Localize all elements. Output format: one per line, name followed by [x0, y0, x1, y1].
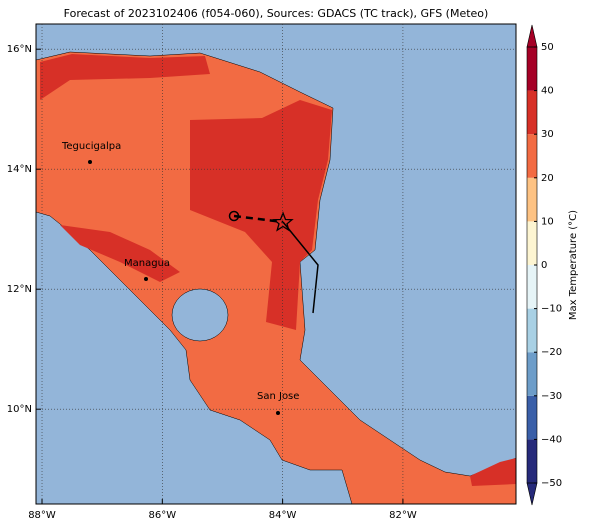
colorbar-band [527, 395, 537, 440]
colorbar-tick-label: −30 [541, 391, 562, 402]
colorbar-band [527, 439, 537, 483]
colorbar-tick-label: −50 [541, 478, 562, 489]
heat-area [40, 54, 210, 100]
city-dot [276, 411, 280, 415]
city-dot [144, 277, 148, 281]
city-dot [88, 160, 92, 164]
x-tick-label: 88°W [28, 510, 56, 521]
colorbar-extend [526, 24, 538, 48]
storm-position [272, 211, 294, 232]
colorbar-band [527, 134, 537, 178]
colorbar-tick-label: 20 [541, 173, 554, 184]
map: Tegucigalpa Managua San Jose [35, 24, 517, 505]
city-label: Tegucigalpa [61, 141, 121, 152]
colorbar-tick-label: 10 [541, 216, 554, 227]
colorbar-tick-label: 50 [541, 42, 554, 53]
title: Forecast of 2023102406 (f054-060), Sourc… [64, 7, 489, 20]
y-tick-label: 14°N [7, 164, 32, 175]
colorbar-tick-label: 30 [541, 129, 554, 140]
colorbar-band [527, 265, 537, 309]
colorbar-tick-label: −40 [541, 434, 562, 445]
colorbar-band [527, 47, 537, 91]
colorbar-band [527, 352, 537, 396]
track-past [282, 221, 319, 314]
x-tick-label: 84°W [269, 510, 297, 521]
heat-area [190, 100, 332, 330]
y-tick-label: 16°N [7, 44, 32, 55]
lake [171, 288, 229, 342]
heat-area [470, 458, 516, 486]
colorbar-extend [526, 482, 538, 506]
track-start [228, 210, 240, 222]
city-label: San Jose [257, 391, 299, 402]
colorbar-label: Max Temperature (°C) [568, 210, 579, 320]
colorbar-tick-label: 40 [541, 86, 554, 97]
x-tick-label: 86°W [149, 510, 177, 521]
colorbar-tick-label: 0 [541, 260, 547, 271]
heat-area [60, 225, 180, 282]
colorbar-band [527, 177, 537, 222]
map-frame [35, 23, 517, 505]
y-tick-label: 12°N [7, 284, 32, 295]
y-tick-label: 10°N [7, 404, 32, 415]
city-label: Managua [124, 258, 170, 269]
colorbar-band [527, 308, 537, 353]
colorbar-band [527, 90, 537, 135]
colorbar-tick-label: −20 [541, 347, 562, 358]
x-tick-label: 82°W [389, 510, 417, 521]
colorbar-band [527, 221, 537, 265]
colorbar-tick-label: −10 [541, 304, 562, 315]
